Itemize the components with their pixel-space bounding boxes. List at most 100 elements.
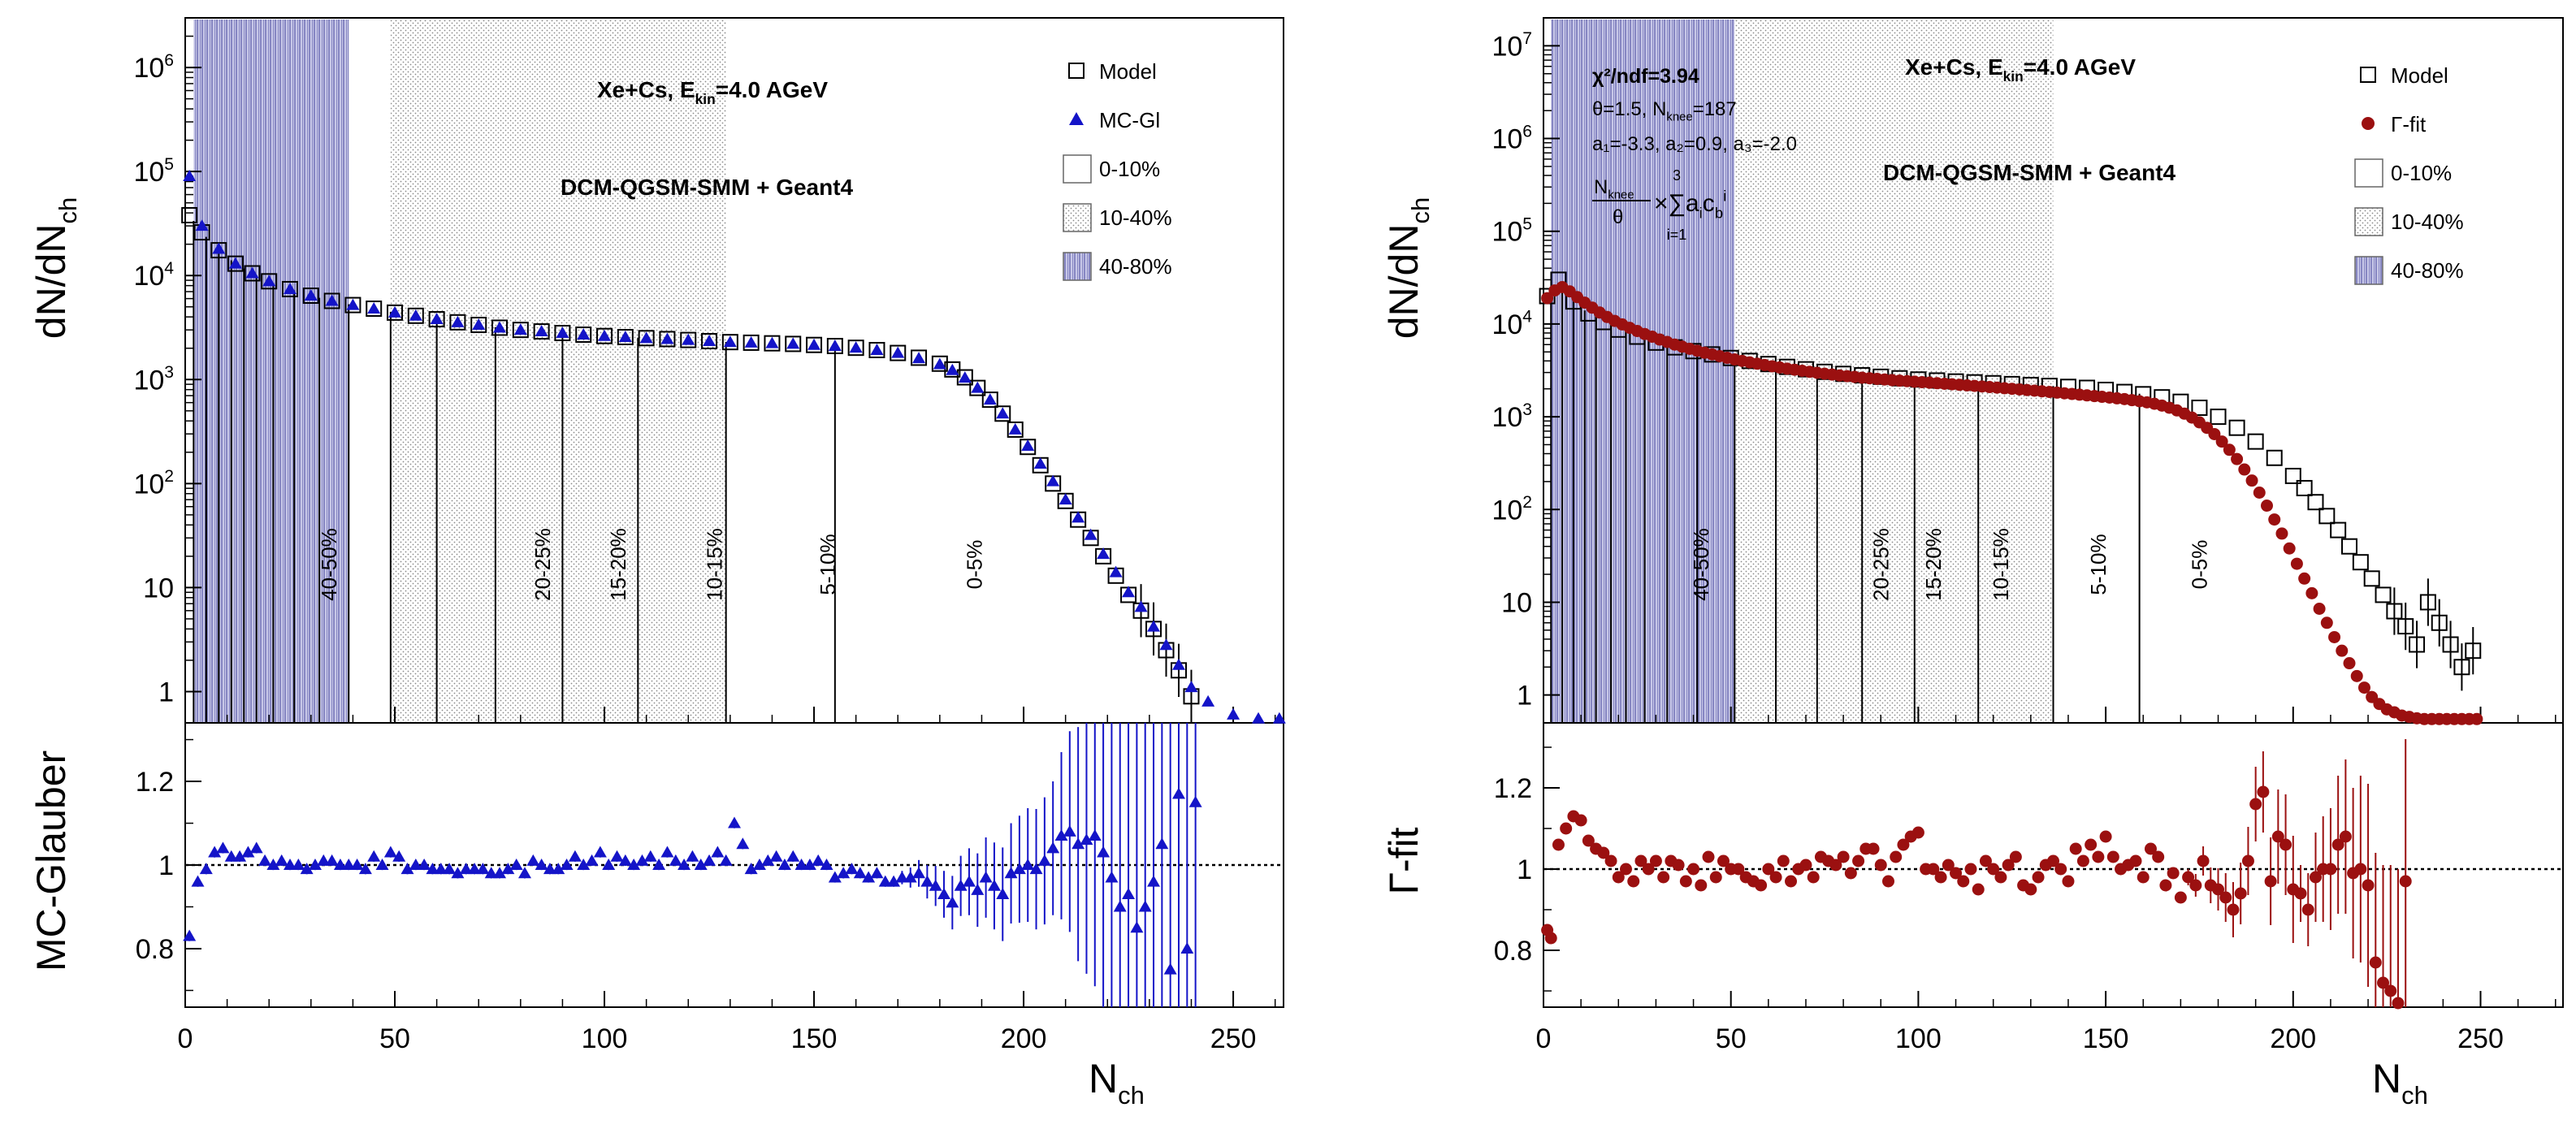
data-point [1252, 712, 1266, 724]
model-series [181, 206, 1200, 723]
model-point [2296, 479, 2313, 496]
right-panel: 40-50% 20-25% 15-20% 10-15% 5-10% 0-5%1101021… [1381, 17, 2564, 1110]
x-tick-label: 0 [178, 1023, 193, 1054]
model-point [181, 206, 198, 223]
data-point [493, 321, 507, 333]
model-point [554, 325, 571, 342]
chi2-label: χ²/ndf=3.94 [1592, 65, 1699, 88]
data-point [325, 294, 339, 306]
x-tick-label: 200 [1001, 1023, 1047, 1054]
ratio-point [1672, 859, 1685, 872]
ratio-point [1642, 863, 1655, 876]
ratio-point [1552, 838, 1565, 851]
ratio-point [1777, 854, 1790, 867]
data-point [556, 327, 569, 339]
legend-model-marker [2360, 67, 2376, 83]
y-axis-label: dN/dNch [1381, 197, 1435, 339]
y-tick-label-part: 10 [1491, 495, 1522, 526]
ratio-tick-label: 1 [1517, 854, 1532, 885]
ratio-point [946, 896, 959, 908]
y-tick-label-part: 10 [143, 573, 174, 603]
ratio-point [1088, 828, 1102, 841]
ratio-point [552, 863, 565, 875]
ratio-point [1867, 842, 1880, 855]
ratio-point [1155, 837, 1169, 850]
ratio-point [979, 871, 993, 883]
ratio-point [375, 859, 389, 870]
ratio-point [517, 867, 531, 879]
model-point [2284, 467, 2301, 484]
legend-band-label: 40-80% [1099, 254, 1172, 279]
ratio-point [585, 854, 599, 866]
model-point [956, 369, 973, 386]
ratio-point [1987, 863, 2000, 876]
model-point [470, 317, 487, 334]
ratio-point [1620, 863, 1633, 876]
ratio-point [2331, 838, 2344, 851]
ratio-point [2271, 830, 2284, 843]
ratio-point [744, 863, 758, 875]
ratio-point [769, 850, 783, 862]
y-tick-label-part: 7 [1522, 29, 1532, 48]
data-point [598, 329, 612, 341]
ratio-point [2085, 838, 2098, 851]
ratio-point [333, 859, 347, 870]
ratio-tick-label: 1 [158, 850, 174, 881]
model-point [323, 292, 340, 309]
data-point [2275, 527, 2288, 540]
plot-title: Xe+Cs, Ekin=4.0 AGeV [1905, 54, 2136, 84]
band-10-40 [390, 19, 726, 723]
data-point [346, 298, 360, 310]
ratio-point [1829, 859, 1842, 872]
ratio-point [1927, 863, 1940, 876]
data-point [304, 289, 318, 301]
ratio-point [610, 850, 624, 862]
ratio-point [249, 841, 263, 854]
ratio-point [1021, 859, 1035, 870]
ratio-point [728, 816, 741, 828]
ratio-point [736, 837, 750, 850]
data-point [1159, 638, 1173, 651]
ratio-point [627, 859, 641, 870]
params-line1-part: =187 [1693, 98, 1737, 120]
formula-numerator-part: knee [1608, 189, 1634, 202]
y-tick-label-part: 1 [1517, 681, 1532, 712]
legend-band-label: 40-80% [2391, 258, 2464, 283]
data-point [786, 337, 800, 349]
ratio-point [912, 867, 926, 879]
ratio-point [275, 854, 288, 866]
ratio-point [308, 859, 322, 870]
ratio-point [2234, 887, 2247, 900]
ratio-point [300, 863, 314, 875]
data-point [2268, 513, 2281, 526]
ratio-point [2054, 863, 2067, 876]
ratio-point [426, 863, 439, 875]
model-point [344, 296, 362, 314]
ratio-point [317, 854, 331, 866]
ratio-point [678, 859, 691, 870]
ratio-tick-label: 1.2 [1494, 773, 1532, 804]
legend-data-label: Γ-fit [2391, 112, 2427, 136]
data-point [933, 357, 946, 370]
band-40-80 [1551, 19, 1735, 723]
ratio-point [837, 867, 851, 879]
ratio-point [1113, 900, 1127, 912]
ratio-point [292, 859, 305, 870]
ratio-point [2076, 854, 2089, 867]
y-tick-label-part: 10 [1501, 587, 1532, 618]
ratio-point [2062, 875, 2075, 888]
ratio-point [903, 871, 917, 883]
y-tick-label-part: 3 [1522, 400, 1532, 419]
ratio-point [803, 859, 816, 870]
y-tick-label: 10 [143, 573, 174, 603]
model-point [981, 391, 998, 409]
ratio-point [812, 854, 825, 866]
plot-title-part: Xe+Cs, E [1905, 54, 2003, 80]
ratio-point [208, 846, 222, 858]
ratio-point [719, 854, 733, 866]
left-panel: 40-50% 20-25% 15-20% 10-15% 5-10% 0-5%1101021… [28, 17, 1286, 1110]
ratio-point [1911, 826, 1924, 839]
plot-title: Xe+Cs, Ekin=4.0 AGeV [597, 77, 828, 107]
ratio-point [1942, 859, 1955, 872]
data-point [1097, 547, 1110, 560]
